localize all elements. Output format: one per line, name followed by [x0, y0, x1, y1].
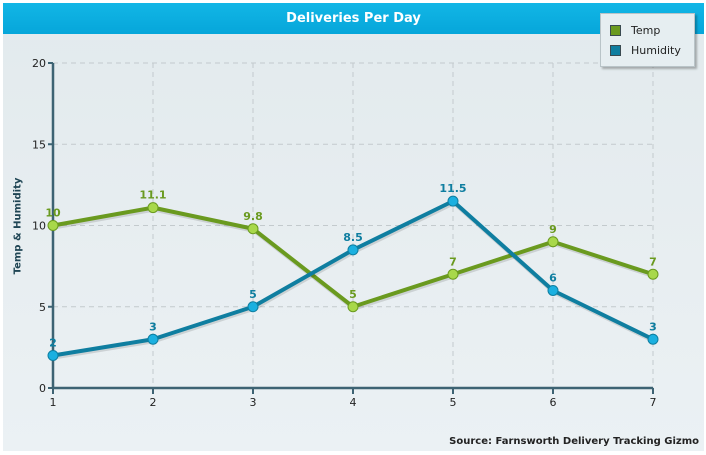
y-tick-label: 10 [32, 220, 46, 233]
data-point-temp [647, 268, 659, 280]
data-point-temp [447, 268, 459, 280]
data-point-humidity [147, 333, 159, 345]
series-humidity: 2 3 5 8.5 11.5 6 3 [47, 182, 659, 361]
series-temp: 10 11.1 9.8 5 7 9 7 [45, 189, 659, 313]
x-tick-label: 4 [350, 396, 357, 409]
data-label-temp: 5 [349, 288, 357, 301]
data-point-humidity [47, 350, 59, 361]
data-point-temp [247, 223, 259, 235]
y-tick-label: 5 [39, 301, 46, 314]
x-tick-label: 2 [150, 396, 157, 409]
legend: Temp Humidity [600, 13, 695, 67]
chart-title: Deliveries Per Day [3, 3, 704, 34]
series-shadow-humidity [53, 201, 655, 360]
data-label-humidity: 2 [49, 337, 57, 350]
data-point-humidity [347, 244, 359, 256]
axes: 0 5 10 15 20 1 2 3 4 5 6 7 [32, 57, 657, 409]
data-label-humidity: 6 [549, 272, 557, 285]
data-label-humidity: 8.5 [343, 231, 363, 244]
x-tick-label: 3 [250, 396, 257, 409]
data-label-humidity: 3 [149, 320, 157, 333]
legend-label-temp: Temp [631, 23, 661, 37]
data-point-humidity [247, 301, 259, 313]
data-label-temp: 7 [449, 255, 457, 268]
x-tick-label: 6 [550, 396, 557, 409]
y-tick-label: 15 [32, 138, 46, 151]
data-label-temp: 10 [45, 207, 61, 220]
x-tick-label: 7 [650, 396, 657, 409]
data-point-humidity [447, 195, 459, 207]
source-note: Source: Farnsworth Delivery Tracking Giz… [449, 436, 699, 447]
series: 10 11.1 9.8 5 7 9 7 2 3 5 8.5 11.5 6 3 [45, 182, 659, 361]
legend-label-humidity: Humidity [631, 43, 681, 57]
data-label-temp: 9.8 [243, 210, 263, 223]
x-tick-label: 1 [50, 396, 57, 409]
x-tick-label: 5 [450, 396, 457, 409]
data-point-temp [347, 301, 359, 313]
chart-frame: Deliveries Per Day [3, 3, 704, 451]
data-point-humidity [647, 333, 659, 345]
data-label-temp: 11.1 [139, 189, 166, 202]
data-point-humidity [547, 285, 559, 296]
data-label-temp: 7 [649, 255, 657, 268]
data-label-humidity: 5 [249, 288, 257, 301]
y-tick-label: 0 [39, 382, 46, 395]
data-point-temp [47, 220, 59, 231]
data-point-temp [147, 202, 159, 214]
y-tick-label: 20 [32, 57, 46, 70]
data-label-humidity: 11.5 [439, 182, 466, 195]
data-point-temp [547, 236, 559, 248]
legend-item-humidity[interactable]: Humidity [610, 42, 681, 58]
data-label-temp: 9 [549, 223, 557, 236]
data-label-humidity: 3 [649, 320, 657, 333]
legend-swatch-temp [610, 24, 621, 36]
legend-swatch-humidity [610, 44, 621, 56]
y-axis-label: Temp & Humidity [12, 177, 24, 275]
legend-item-temp[interactable]: Temp [610, 22, 660, 38]
series-line-humidity [52, 199, 654, 358]
